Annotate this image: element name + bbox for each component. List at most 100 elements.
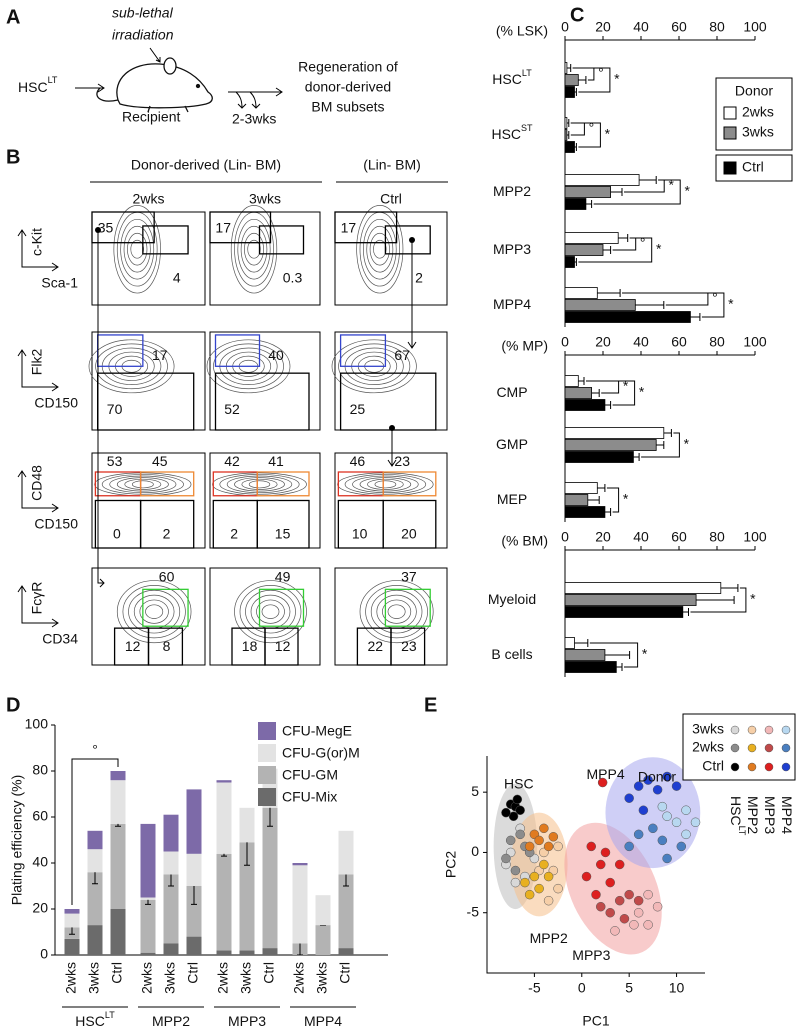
point: [681, 805, 691, 815]
bar-segment: [110, 823, 126, 909]
gate: [339, 334, 387, 367]
x-tick-label: 100: [743, 529, 767, 545]
point: [510, 865, 521, 876]
category-label: GMP: [496, 436, 528, 452]
legend-column-label-sup: LT: [737, 826, 747, 836]
gate: [91, 211, 155, 244]
region-label: HSC: [504, 776, 534, 792]
axis-arrows: [17, 470, 59, 513]
x-tick-label: 0: [561, 334, 569, 350]
error-bar: [578, 377, 585, 385]
error-bar: [603, 246, 612, 254]
gate: [258, 225, 305, 255]
point: [529, 871, 540, 882]
x-tick-label: 60: [671, 529, 687, 545]
bar-segment: [216, 782, 232, 854]
category-label: CMP: [496, 384, 527, 400]
x-axis-label: CD150: [34, 516, 78, 532]
contour: [373, 239, 387, 259]
point: [652, 785, 663, 795]
contour: [113, 205, 161, 294]
point: [681, 829, 691, 840]
point: [662, 771, 672, 782]
x-axis-label: CD150: [34, 395, 78, 411]
error-bar: [574, 88, 577, 96]
bar-segment: [110, 909, 126, 955]
y-tick-label: 80: [32, 762, 48, 778]
point: [515, 805, 525, 815]
bar: [564, 299, 636, 311]
recipient-label: Recipient: [122, 109, 180, 125]
point: [543, 841, 554, 852]
legend-marker: [764, 725, 774, 735]
legend-marker: [764, 743, 774, 753]
gate-value: 2: [163, 525, 171, 541]
bar: [564, 399, 606, 411]
region-label: MPP3: [572, 947, 610, 963]
outcome-text: Regeneration of: [298, 59, 398, 75]
point: [624, 793, 634, 803]
contour: [256, 599, 285, 624]
legend-marker: [747, 725, 757, 735]
x-tick-label: 3wks: [86, 962, 102, 994]
panel-label: D: [6, 694, 20, 716]
error-bar: [604, 651, 631, 659]
significance-mark: °: [598, 65, 604, 81]
point: [543, 895, 554, 906]
legend-label: 3wks: [742, 124, 774, 140]
x-tick-label: 5: [625, 980, 633, 996]
bar-segment: [239, 950, 255, 955]
y-axis-label: Flk2: [29, 349, 45, 376]
point: [539, 859, 549, 870]
significance-mark: *: [684, 436, 690, 452]
y-tick-label: -5: [467, 903, 480, 919]
group-header: Donor-derived (Lin- BM): [131, 157, 281, 173]
group-label: MPP2: [152, 1013, 190, 1029]
contour: [352, 475, 419, 494]
error-bar: [656, 441, 665, 449]
point: [619, 914, 630, 924]
contour: [130, 239, 144, 259]
legend-column-label-base: MPP3: [762, 796, 778, 834]
gate: [382, 471, 437, 497]
significance-bracket: [572, 67, 611, 93]
link-arrow: [407, 240, 417, 349]
bar-segment: [315, 925, 331, 955]
x-tick-label: 20: [595, 19, 611, 35]
bar: [564, 232, 619, 244]
legend-row-label: 3wks: [692, 721, 724, 737]
contour: [128, 589, 181, 634]
bar-segment: [163, 943, 179, 955]
bar-segment: [140, 897, 156, 900]
point: [586, 841, 597, 852]
significance-mark: °: [712, 290, 718, 306]
gate: [382, 499, 437, 549]
contour: [219, 474, 300, 495]
significance-bracket: [589, 642, 639, 668]
legend-marker: [730, 762, 740, 772]
point: [610, 926, 620, 936]
error-bar: [690, 313, 701, 321]
gate-value: 17: [341, 219, 357, 235]
gate-value: 2: [230, 525, 238, 541]
bar-segment: [262, 948, 278, 955]
bar: [564, 86, 575, 98]
significance-mark: *: [728, 296, 734, 312]
x-axis-label: CD34: [42, 631, 78, 647]
point: [501, 807, 511, 818]
significance-mark: *: [623, 378, 629, 394]
gate: [339, 372, 437, 431]
significance-bracket: [622, 292, 725, 318]
gate-value: 10: [352, 525, 368, 541]
contour: [369, 232, 390, 266]
category-label: MEP: [497, 491, 527, 507]
gate-value: 52: [224, 401, 240, 417]
gate-value: 45: [152, 453, 168, 469]
category-label: MPP4: [493, 296, 531, 312]
bar: [564, 594, 697, 606]
significance-mark: *: [639, 384, 645, 400]
x-tick-label: 100: [743, 334, 767, 350]
bar: [564, 482, 598, 494]
point: [657, 801, 668, 812]
x-tick-label: 80: [709, 19, 725, 35]
